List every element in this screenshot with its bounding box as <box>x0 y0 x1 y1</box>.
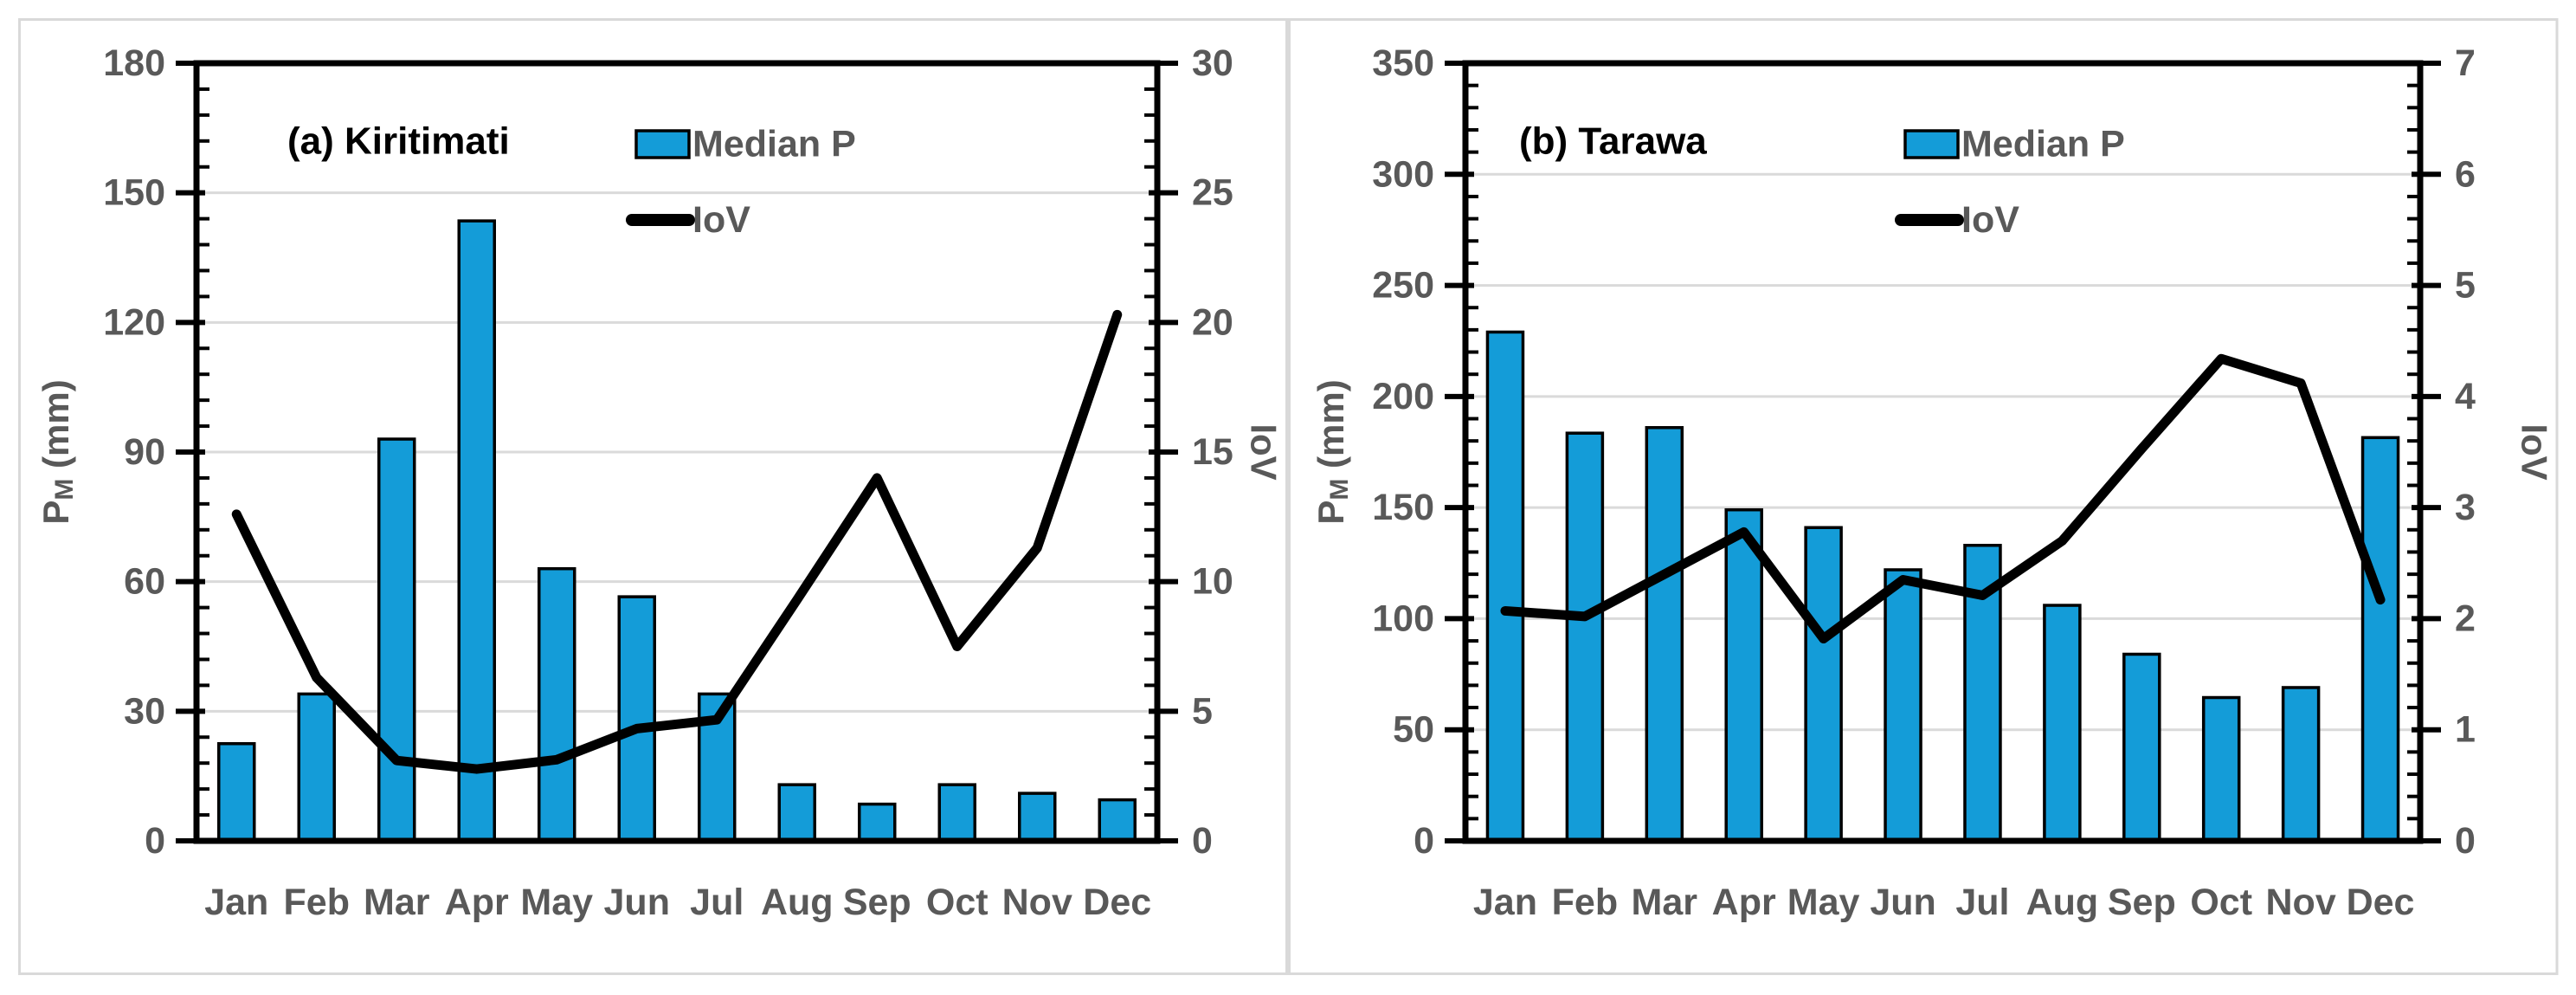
right-tick-label: 7 <box>2455 42 2476 84</box>
month-label-Feb: Feb <box>284 882 350 923</box>
bar-Oct <box>2201 695 2241 843</box>
bar-Feb <box>1565 431 1605 843</box>
month-label-Oct: Oct <box>926 882 989 923</box>
bar-Aug <box>777 783 816 843</box>
bar-Apr <box>1724 507 1763 843</box>
right-tick-label: 0 <box>2455 820 2476 862</box>
left-axis-title: PM (mm) <box>35 379 79 524</box>
right-tick-label: 4 <box>2455 376 2476 417</box>
bar-Nov <box>1018 791 1057 843</box>
left-tick-label: 250 <box>1372 265 1434 307</box>
bar-Jan <box>217 742 256 843</box>
bar-Feb <box>297 692 336 843</box>
left-tick-label: 0 <box>145 820 165 862</box>
chart-title: (b) Tarawa <box>1519 120 1707 163</box>
right-tick-label: 5 <box>1192 690 1213 732</box>
bar-Mar <box>1645 426 1684 843</box>
bar-Sep <box>2122 652 2161 843</box>
month-label-May: May <box>1787 882 1860 923</box>
month-label-Mar: Mar <box>364 882 430 923</box>
left-axis-title: PM (mm) <box>1311 379 1354 524</box>
bar-Dec <box>2360 436 2400 843</box>
month-label-Mar: Mar <box>1632 882 1698 923</box>
legend-bar-swatch <box>634 129 691 159</box>
right-tick-label: 1 <box>2455 709 2476 751</box>
left-tick-label: 200 <box>1372 376 1434 417</box>
legend-iov-label: IoV <box>1961 199 2019 241</box>
iov-line <box>231 309 1123 774</box>
month-label-Jan: Jan <box>1473 882 1537 923</box>
left-tick-label: 30 <box>124 690 165 732</box>
right-axis-title: IoV <box>1244 423 1285 480</box>
right-tick-label: 0 <box>1192 820 1213 862</box>
legend-bar-label: Median P <box>692 124 856 165</box>
bar-Dec <box>1098 798 1137 843</box>
month-label-Jan: Jan <box>204 882 268 923</box>
legend-iov-label: IoV <box>692 199 750 241</box>
left-tick-label: 90 <box>124 431 165 473</box>
month-label-Dec: Dec <box>2347 882 2415 923</box>
bar-Oct <box>937 783 976 843</box>
iov-line <box>1500 353 2386 644</box>
month-label-Aug: Aug <box>2026 882 2099 923</box>
month-label-Apr: Apr <box>445 882 509 923</box>
plot-frame <box>1462 60 2424 844</box>
bar-Aug <box>2043 604 2082 843</box>
right-tick-label: 30 <box>1192 42 1233 84</box>
right-tick-label: 2 <box>2455 598 2476 639</box>
legend-bar-label: Median P <box>1961 124 2125 165</box>
bar-Jun <box>1884 568 1922 843</box>
left-tick-label: 60 <box>124 561 165 603</box>
right-tick-label: 5 <box>2455 265 2476 307</box>
right-tick-label: 6 <box>2455 153 2476 195</box>
chart-title: (a) Kiritimati <box>287 120 510 163</box>
left-tick-label: 120 <box>103 301 165 343</box>
left-tick-label: 0 <box>1414 820 1434 862</box>
month-label-Jul: Jul <box>690 882 744 923</box>
left-tick-label: 50 <box>1393 709 1434 751</box>
right-axis-title: IoV <box>2515 423 2555 480</box>
month-label-Sep: Sep <box>843 882 911 923</box>
bar-Jun <box>617 595 656 843</box>
month-label-Apr: Apr <box>1712 882 1776 923</box>
month-label-Sep: Sep <box>2108 882 2176 923</box>
month-label-Aug: Aug <box>761 882 834 923</box>
bar-Apr <box>457 219 496 843</box>
month-label-Dec: Dec <box>1083 882 1151 923</box>
bar-May <box>1804 526 1843 843</box>
right-tick-label: 15 <box>1192 431 1233 473</box>
month-label-Nov: Nov <box>2266 882 2336 923</box>
month-label-Jun: Jun <box>604 882 670 923</box>
right-tick-label: 20 <box>1192 301 1233 343</box>
legend-bar-swatch <box>1903 129 1960 159</box>
month-label-May: May <box>520 882 593 923</box>
bar-Sep <box>858 802 897 843</box>
left-tick-label: 350 <box>1372 42 1434 84</box>
month-label-Jul: Jul <box>1955 882 2009 923</box>
month-label-Nov: Nov <box>1002 882 1072 923</box>
month-label-Oct: Oct <box>2190 882 2252 923</box>
left-tick-label: 150 <box>103 172 165 214</box>
left-tick-label: 180 <box>103 42 165 84</box>
bar-Mar <box>377 437 416 843</box>
right-tick-label: 10 <box>1192 561 1233 603</box>
right-tick-label: 25 <box>1192 172 1233 214</box>
left-tick-label: 150 <box>1372 487 1434 528</box>
left-tick-label: 300 <box>1372 153 1434 195</box>
month-label-Jun: Jun <box>1870 882 1935 923</box>
bar-Nov <box>2281 686 2321 843</box>
bar-May <box>538 566 576 843</box>
right-tick-label: 3 <box>2455 487 2476 528</box>
left-tick-label: 100 <box>1372 598 1434 639</box>
month-label-Feb: Feb <box>1552 882 1618 923</box>
bar-Jan <box>1485 330 1525 843</box>
